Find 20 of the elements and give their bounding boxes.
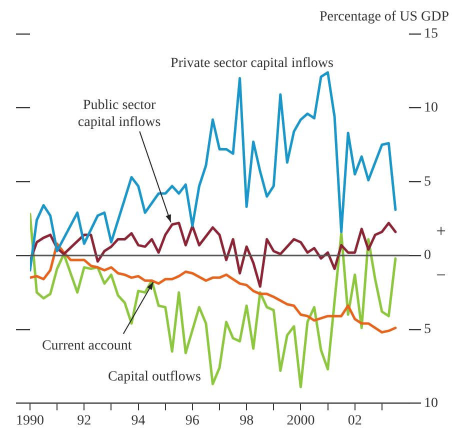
x-tick-label: 02 (348, 413, 362, 428)
x-tick-label: 96 (185, 413, 200, 428)
y-tick-label: 0 (424, 248, 431, 264)
x-tick-label: 2000 (286, 413, 315, 428)
y-tick-label: 10 (424, 100, 438, 116)
text: − (436, 266, 446, 285)
y-tick-label: 5 (424, 322, 431, 338)
text: Current account (42, 338, 132, 354)
x-tick-label: 98 (240, 413, 254, 428)
x-tick-label: 1990 (16, 413, 44, 428)
y-tick-label: 15 (424, 26, 438, 42)
series-label: Private sector capital inflows (170, 56, 334, 72)
text: + (436, 221, 446, 240)
y-tick-label: 5 (424, 174, 431, 190)
x-tick-label: 92 (77, 413, 92, 428)
x-tick-label: 94 (131, 413, 146, 428)
series-label: Capital outflows (108, 369, 201, 384)
text: Public sector capital inflows (78, 98, 161, 130)
y-tick-label: 10 (424, 396, 438, 411)
y-axis-title: Percentage of US GDP (320, 10, 450, 25)
